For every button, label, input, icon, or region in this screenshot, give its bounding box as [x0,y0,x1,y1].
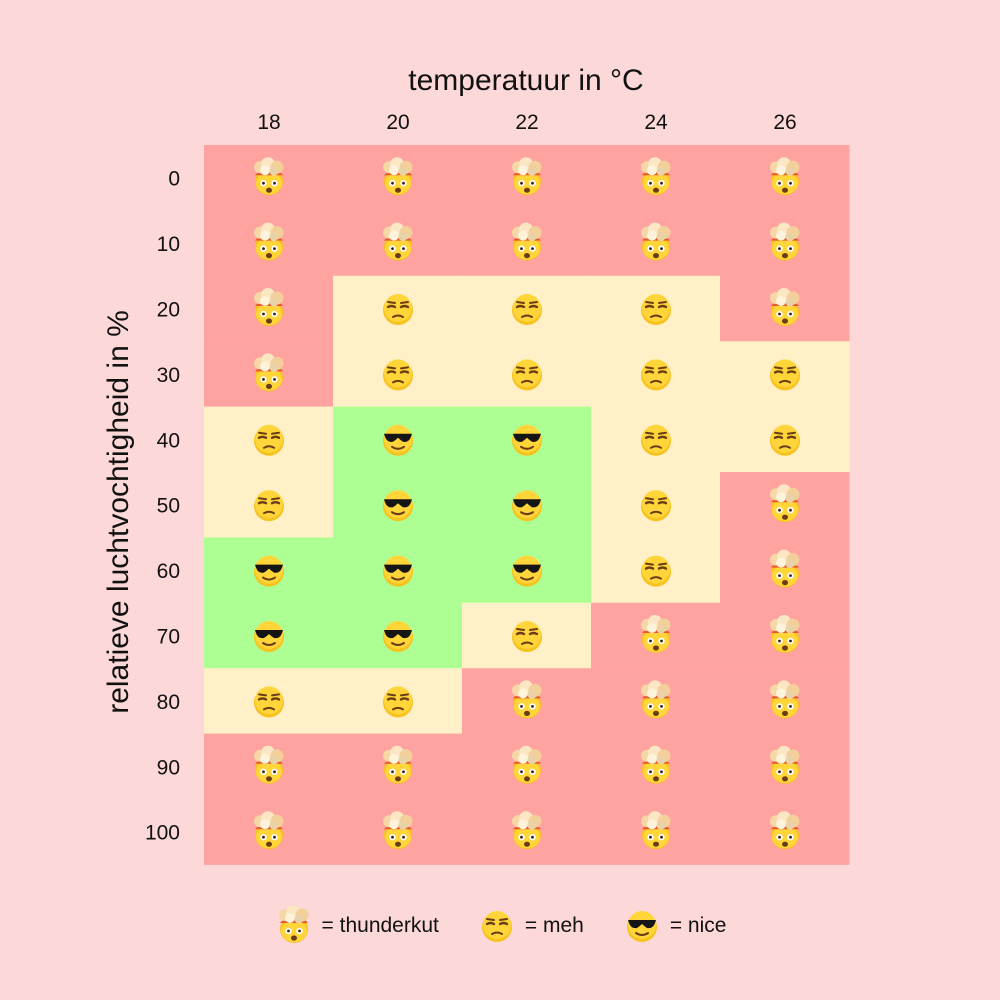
sunglasses-face-icon [383,621,413,652]
sunglasses-face-icon [383,555,413,587]
x-axis-title: temperatuur in °C [408,64,643,97]
exploding-head-icon [383,811,413,850]
sunglasses-face-icon [622,906,662,946]
exploding-head-icon [770,549,800,588]
exploding-head-icon [383,745,413,784]
exploding-head-icon [512,745,542,784]
unamused-face-icon [770,359,800,391]
exploding-head-icon [254,157,284,196]
exploding-head-icon [254,353,284,392]
exploding-head-icon [383,222,413,261]
sunglasses-face-icon [383,490,413,522]
exploding-head-icon [770,484,800,523]
unamused-face-icon [512,294,542,325]
exploding-head-icon [770,615,800,653]
exploding-head-icon [274,906,314,946]
exploding-head-icon [254,222,284,261]
y-axis-title: relatieve luchtvochtigheid in % [102,310,135,714]
unamused-face-icon [254,686,284,718]
exploding-head-icon [254,288,284,326]
legend-label-nice: = nice [669,914,727,937]
y-tick-label: 30 [157,364,180,387]
exploding-head-icon [770,680,800,719]
sunglasses-face-icon [254,555,284,587]
exploding-head-icon [641,615,671,653]
y-tick-label: 90 [157,756,180,779]
exploding-head-icon [512,680,542,719]
unamused-face-icon [641,294,671,325]
x-tick-label: 22 [515,111,538,134]
unamused-face-icon [383,686,413,718]
unamused-face-icon [477,906,517,946]
legend-item-meh: = meh [477,906,584,946]
exploding-head-icon [641,157,671,196]
exploding-head-icon [641,222,671,261]
unamused-face-icon [512,359,542,391]
x-tick-label: 26 [773,111,796,134]
y-tick-label: 40 [157,429,180,452]
unamused-face-icon [383,359,413,391]
y-tick-label: 0 [168,168,180,191]
y-tick-label: 80 [157,691,180,714]
legend-label-thunderkut: = thunderkut [321,914,439,937]
x-tick-label: 24 [644,111,668,134]
exploding-head-icon [512,811,542,850]
exploding-head-icon [770,288,800,326]
unamused-face-icon [641,424,671,456]
unamused-face-icon [770,424,800,456]
y-tick-label: 70 [157,626,180,649]
exploding-head-icon [512,222,542,261]
exploding-head-icon [770,811,800,850]
sunglasses-face-icon [383,424,413,456]
x-tick-label: 18 [257,111,280,134]
legend-item-thunderkut: = thunderkut [274,906,439,946]
unamused-face-icon [512,621,542,652]
exploding-head-icon [641,745,671,784]
sunglasses-face-icon [512,490,542,522]
sunglasses-face-icon [512,424,542,456]
y-tick-label: 20 [157,299,180,322]
exploding-head-icon [383,157,413,196]
exploding-head-icon [770,157,800,196]
exploding-head-icon [641,680,671,719]
sunglasses-face-icon [512,555,542,587]
unamused-face-icon [641,555,671,587]
unamused-face-icon [641,359,671,391]
y-tick-label: 100 [145,822,180,845]
y-tick-label: 60 [157,560,180,583]
exploding-head-icon [512,157,542,196]
exploding-head-icon [254,811,284,850]
sunglasses-face-icon [254,621,284,652]
exploding-head-icon [770,745,800,784]
x-tick-label: 20 [386,111,409,134]
legend-item-nice: = nice [622,906,727,946]
unamused-face-icon [254,424,284,456]
y-tick-label: 10 [157,233,180,256]
y-tick-label: 50 [157,495,180,518]
exploding-head-icon [641,811,671,850]
legend: = thunderkut = meh = nice [0,902,1000,950]
legend-label-meh: = meh [524,914,584,937]
exploding-head-icon [770,222,800,261]
unamused-face-icon [383,294,413,325]
unamused-face-icon [641,490,671,522]
exploding-head-icon [254,745,284,784]
unamused-face-icon [254,490,284,522]
